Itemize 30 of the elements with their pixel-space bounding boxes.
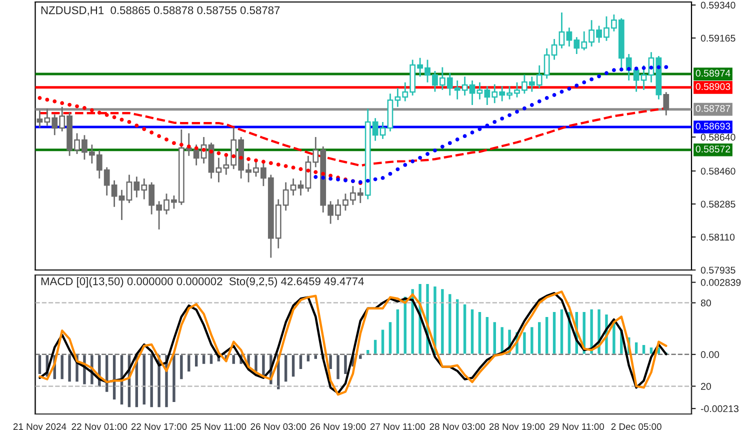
y-tick-label: 0.59340 [700,2,736,9]
ref-line-label: 0.58974 [696,70,730,77]
ref-line-label: 0.58572 [696,146,730,152]
x-tick-label: 28 Nov 19:00 [489,423,545,430]
ref-line-label: 0.58903 [696,83,730,90]
ref-line-label: 0.58693 [696,122,730,130]
x-tick-label: 21 Nov 2024 [13,423,66,430]
x-tick-label: 25 Nov 11:00 [191,423,246,430]
y-tick-label: 0.00 [700,351,720,358]
x-tick-label: 29 Nov 11:00 [549,423,604,430]
chart-title: MACD [0](13,50) 0.000000 0.000002 Sto(9,2,5) 42.6459 49.4774 [41,277,364,288]
y-tick-label: 0.58640 [700,134,736,141]
x-tick-label: 22 Nov 17:00 [131,423,187,430]
y-tick-label: 0.58110 [700,234,735,241]
x-tick-label: 27 Nov 11:00 [370,423,426,430]
y2-tick-label: 20 [701,382,711,390]
y2-tick-label: 80 [700,300,711,306]
chart-title: NZDUSD,H1 0.58865 0.58878 0.58755 0.58787 [41,6,280,16]
x-tick-label: 22 Nov 01:00 [72,423,128,430]
x-tick-label: 28 Nov 03:00 [430,423,486,430]
y-tick-label: 0.58460 [700,168,736,175]
ref-line-label: 0.58787 [696,105,730,112]
x-tick-label: 26 Nov 03:00 [250,423,306,430]
x-tick-label: 26 Nov 19:00 [310,423,366,430]
x-tick-label: 2 Dec 05:00 [611,423,662,430]
y-tick-label: 0.57935 [700,266,736,274]
y-tick-label: 0.58285 [700,200,736,208]
y-tick-label: -0.00213 [700,405,738,412]
y-tick-label: 0.002839 [700,279,741,286]
y-tick-label: 0.59165 [700,34,736,42]
